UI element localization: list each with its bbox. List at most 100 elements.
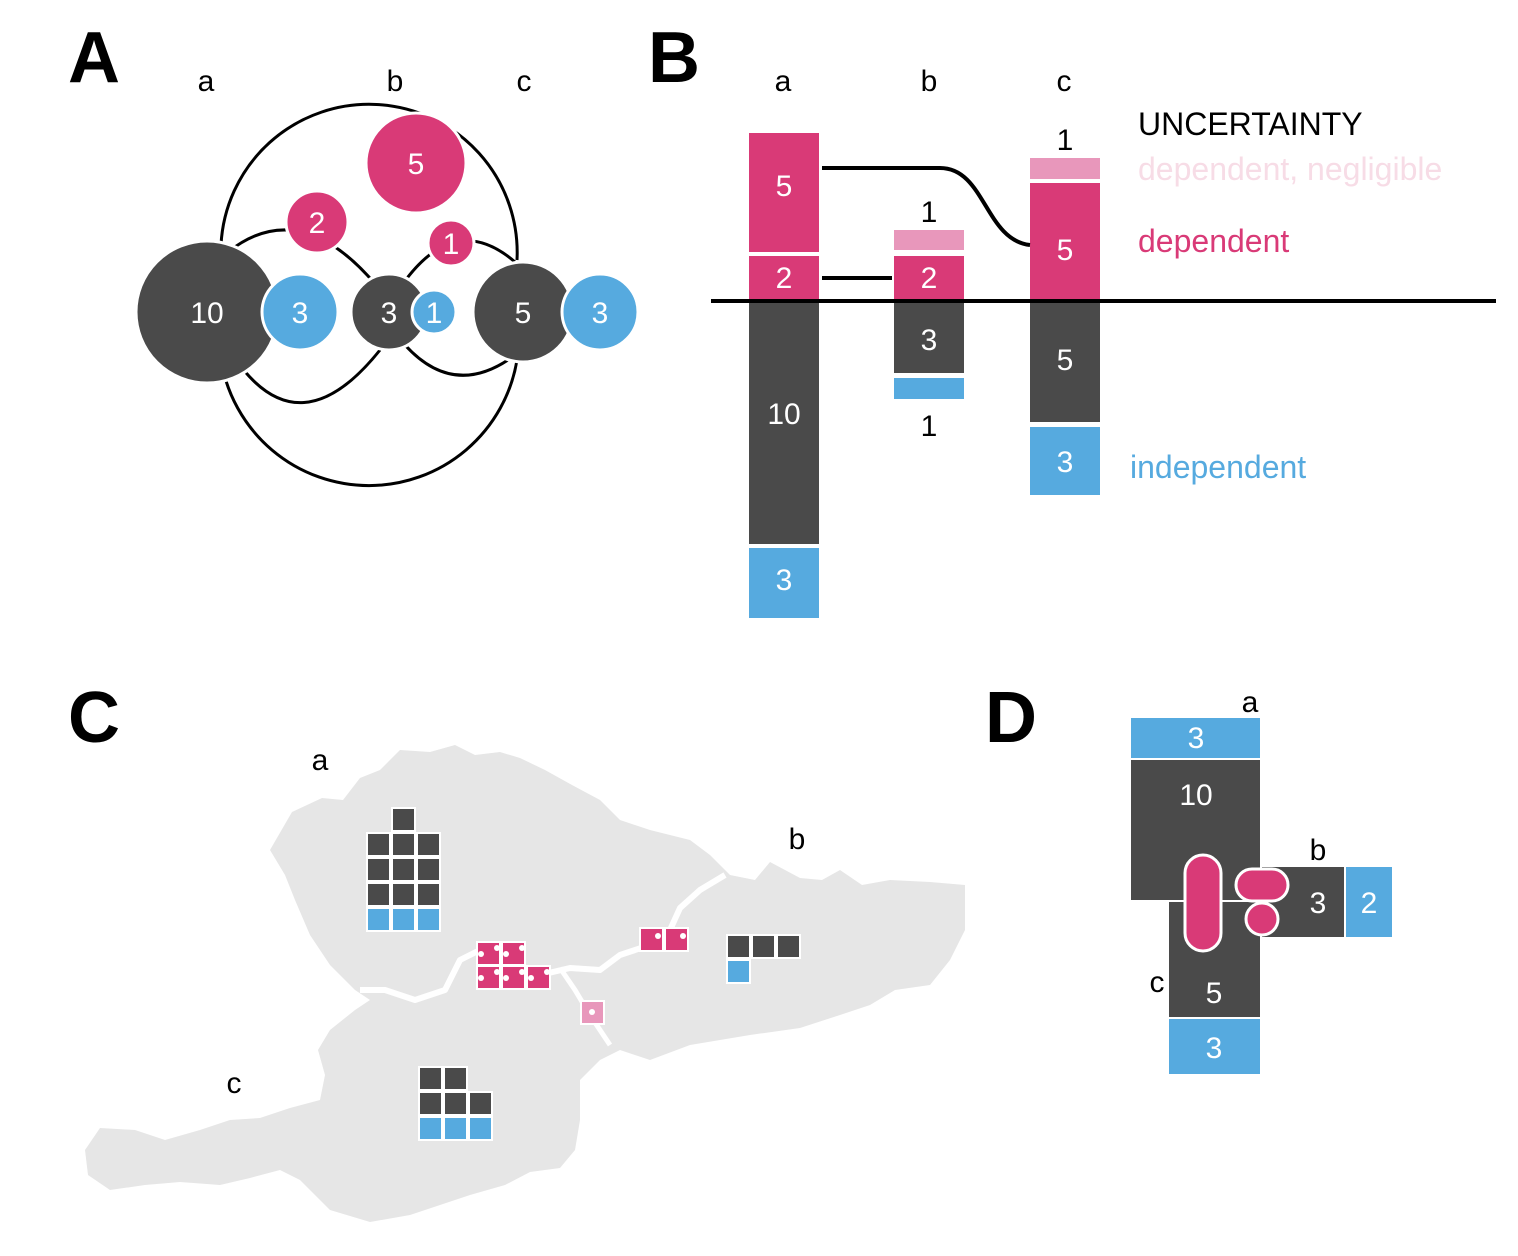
waffle-ab-dependent (664, 927, 689, 952)
region-label-a: a (198, 65, 215, 98)
waffle-a-certain (391, 882, 416, 907)
waffle-ac-dependent-dot (519, 945, 525, 951)
bar-b-negligible-value: 1 (921, 196, 938, 229)
block-label-a: a (1242, 686, 1259, 719)
column-label-a: a (775, 65, 792, 98)
bar-b-certain (894, 302, 964, 373)
capsule-ac-dependent (1183, 853, 1223, 953)
arc-ac-top (219, 102, 519, 261)
block-a-independent (1131, 718, 1260, 758)
node-c-certain-value: 5 (515, 297, 532, 330)
waffle-ab-dependent-dot (680, 933, 686, 939)
link-a-c-dependent (822, 166, 1031, 247)
legend-dependent: dependent (1138, 223, 1289, 259)
waffle-a-independent (366, 907, 391, 932)
legend-negligible: dependent, negligible (1138, 151, 1442, 187)
waffle-ac-dependent-dot (478, 951, 484, 957)
waffle-a-independent (416, 907, 441, 932)
block-a-independent-value: 3 (1188, 722, 1205, 755)
panel-d: D a b c 3 10 3 2 5 3 (985, 678, 1392, 1074)
node-b-independent (410, 288, 458, 336)
bar-b-negligible (894, 230, 964, 250)
legend-independent: independent (1130, 449, 1306, 485)
waffle-ab-dependent-dot (655, 933, 661, 939)
waffle-c-certain (468, 1091, 493, 1116)
bar-a-dependent-5-value: 5 (776, 170, 793, 203)
node-c-independent-value: 3 (592, 297, 609, 330)
node-ab-dependent-value: 2 (309, 207, 326, 240)
column-label-c: c (1057, 65, 1072, 98)
node-c-independent (560, 272, 640, 352)
node-a-certain-value: 10 (190, 297, 223, 330)
panel-letter-b: B (648, 18, 700, 98)
bar-b-independent (894, 378, 964, 399)
column-label-b: b (921, 65, 938, 98)
capsule-ab-dependent (1234, 867, 1290, 903)
node-ac-dependent (364, 111, 468, 215)
waffle-a-certain (416, 882, 441, 907)
bar-b-independent-value: 1 (921, 410, 938, 443)
bar-a-dependent-5 (749, 133, 819, 252)
arc-ab-bottom (234, 349, 382, 405)
block-b-independent-value: 2 (1361, 887, 1378, 920)
waffle-a-certain (391, 832, 416, 857)
waffle-a-independent (391, 907, 416, 932)
panel-letter-d: D (985, 678, 1037, 758)
node-b-certain-value: 3 (381, 297, 398, 330)
waffle-c-certain (418, 1066, 443, 1091)
waffle-ac-dependent-dot (503, 951, 509, 957)
waffle-c-independent (443, 1116, 468, 1141)
bar-a-independent (749, 548, 819, 618)
node-ac-dependent-value: 5 (408, 148, 425, 181)
map-region-label-b: b (789, 823, 806, 856)
bar-c-independent-value: 3 (1057, 446, 1074, 479)
bar-b-dependent-2-value: 2 (921, 262, 938, 295)
bar-a-certain (749, 302, 819, 544)
node-bc-dependent (426, 218, 476, 268)
bar-c-negligible (1030, 158, 1100, 179)
waffle-b-certain (726, 934, 751, 959)
waffle-c-certain (443, 1091, 468, 1116)
node-ab-dependent (284, 189, 350, 255)
waffle-a-certain (366, 857, 391, 882)
bar-b-dependent-2 (894, 256, 964, 300)
map-region-label-a: a (312, 744, 329, 777)
block-c-independent-value: 3 (1206, 1032, 1223, 1065)
waffle-a-certain (416, 857, 441, 882)
block-label-c: c (1150, 966, 1165, 999)
bar-a-dependent-2-value: 2 (776, 262, 793, 295)
node-b-independent-value: 1 (426, 297, 443, 330)
waffle-layer (366, 807, 801, 1141)
bar-a-independent-value: 3 (776, 564, 793, 597)
bar-c-dependent-5-value: 5 (1057, 234, 1074, 267)
arc-ac-bottom (219, 359, 519, 488)
waffle-a-certain (366, 832, 391, 857)
waffle-ac-dependent-dot (528, 975, 534, 981)
waffle-ac-dependent-dot (544, 969, 550, 975)
bar-a-certain-value: 10 (767, 398, 800, 431)
node-a-independent-value: 3 (292, 297, 309, 330)
node-bc-dependent-value: 1 (443, 228, 460, 261)
waffle-ac-dependent-dot (519, 969, 525, 975)
block-c-independent (1169, 1019, 1260, 1074)
bar-c-certain (1030, 302, 1100, 422)
bar-c-independent (1030, 427, 1100, 495)
waffle-b-certain (776, 934, 801, 959)
legend-title: UNCERTAINTY (1138, 106, 1363, 142)
waffle-c-independent (418, 1116, 443, 1141)
bar-c-dependent-5 (1030, 183, 1100, 300)
bar-c-negligible-value: 1 (1057, 124, 1074, 157)
panel-b: B a b c 5 2 10 3 1 2 3 1 1 5 5 3 UNCERTA… (648, 18, 1496, 618)
map-region-label-c: c (227, 1067, 242, 1100)
bar-b-certain-value: 3 (921, 324, 938, 357)
arc-bc-bottom (403, 343, 516, 377)
waffle-a-certain (416, 832, 441, 857)
panel-letter-a: A (68, 18, 120, 98)
waffle-c-independent (468, 1116, 493, 1141)
waffle-ac-dependent-dot (503, 975, 509, 981)
waffle-b-independent (726, 959, 751, 984)
waffle-c-certain (443, 1066, 468, 1091)
waffle-b-certain (751, 934, 776, 959)
waffle-a-certain (391, 857, 416, 882)
waffle-ac-dependent-dot (494, 945, 500, 951)
